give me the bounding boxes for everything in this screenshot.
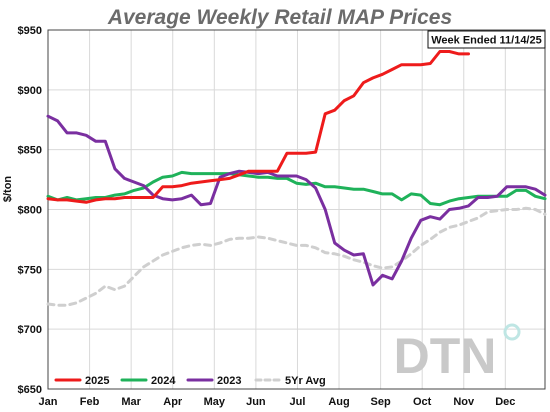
legend-label: 2024	[151, 375, 176, 387]
x-tick-label: Jul	[290, 396, 306, 408]
series-line-5yr-avg	[46, 206, 547, 307]
y-tick-label: $900	[18, 85, 42, 97]
series-line-2023	[46, 114, 547, 287]
y-tick-label: $850	[18, 145, 42, 157]
x-tick-label: Jan	[39, 396, 58, 408]
gridlines	[47, 29, 545, 390]
week-ended-annotation: Week Ended 11/14/25	[431, 35, 541, 47]
x-tick-label: Feb	[80, 396, 100, 408]
x-tick-label: Jun	[246, 396, 266, 408]
x-axis-ticks: Jan Feb Mar Apr May Jun Jul Aug Sep Oct Nov Dec	[39, 396, 516, 408]
y-tick-label: $750	[18, 264, 42, 276]
x-tick-label: Sep	[371, 396, 391, 408]
x-tick-label: Aug	[328, 396, 349, 408]
y-tick-label: $800	[18, 205, 42, 217]
plot-area	[47, 29, 546, 390]
dtn-watermark: DTN	[394, 328, 497, 384]
y-tick-label: $650	[18, 384, 42, 396]
legend-label: 2025	[85, 375, 109, 387]
legend-label: 5Yr Avg	[285, 375, 326, 387]
legend-label: 2023	[217, 375, 241, 387]
week-ended-box	[427, 30, 546, 49]
y-axis-ticks: $650 $700 $750 $800 $850 $900 $950	[18, 25, 42, 396]
y-axis-label: $/ton	[2, 176, 14, 203]
x-tick-label: Mar	[121, 396, 141, 408]
x-tick-label: Oct	[413, 396, 432, 408]
series-line-2025	[46, 50, 470, 204]
x-tick-label: May	[204, 396, 226, 408]
chart-title: Average Weekly Retail MAP Prices	[107, 6, 452, 29]
watermark-dot-icon	[503, 323, 521, 341]
series-line-2024	[46, 170, 547, 207]
x-tick-label: Nov	[453, 396, 475, 408]
y-tick-label: $950	[18, 25, 42, 37]
series-lines	[46, 50, 547, 307]
y-tick-label: $700	[18, 324, 42, 336]
legend: 2025 2024 2023 5Yr Avg	[54, 375, 326, 387]
x-tick-label: Dec	[495, 396, 515, 408]
x-tick-label: Apr	[163, 396, 183, 408]
